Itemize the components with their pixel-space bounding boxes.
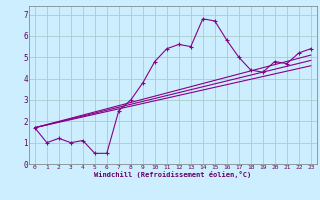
- X-axis label: Windchill (Refroidissement éolien,°C): Windchill (Refroidissement éolien,°C): [94, 171, 252, 178]
